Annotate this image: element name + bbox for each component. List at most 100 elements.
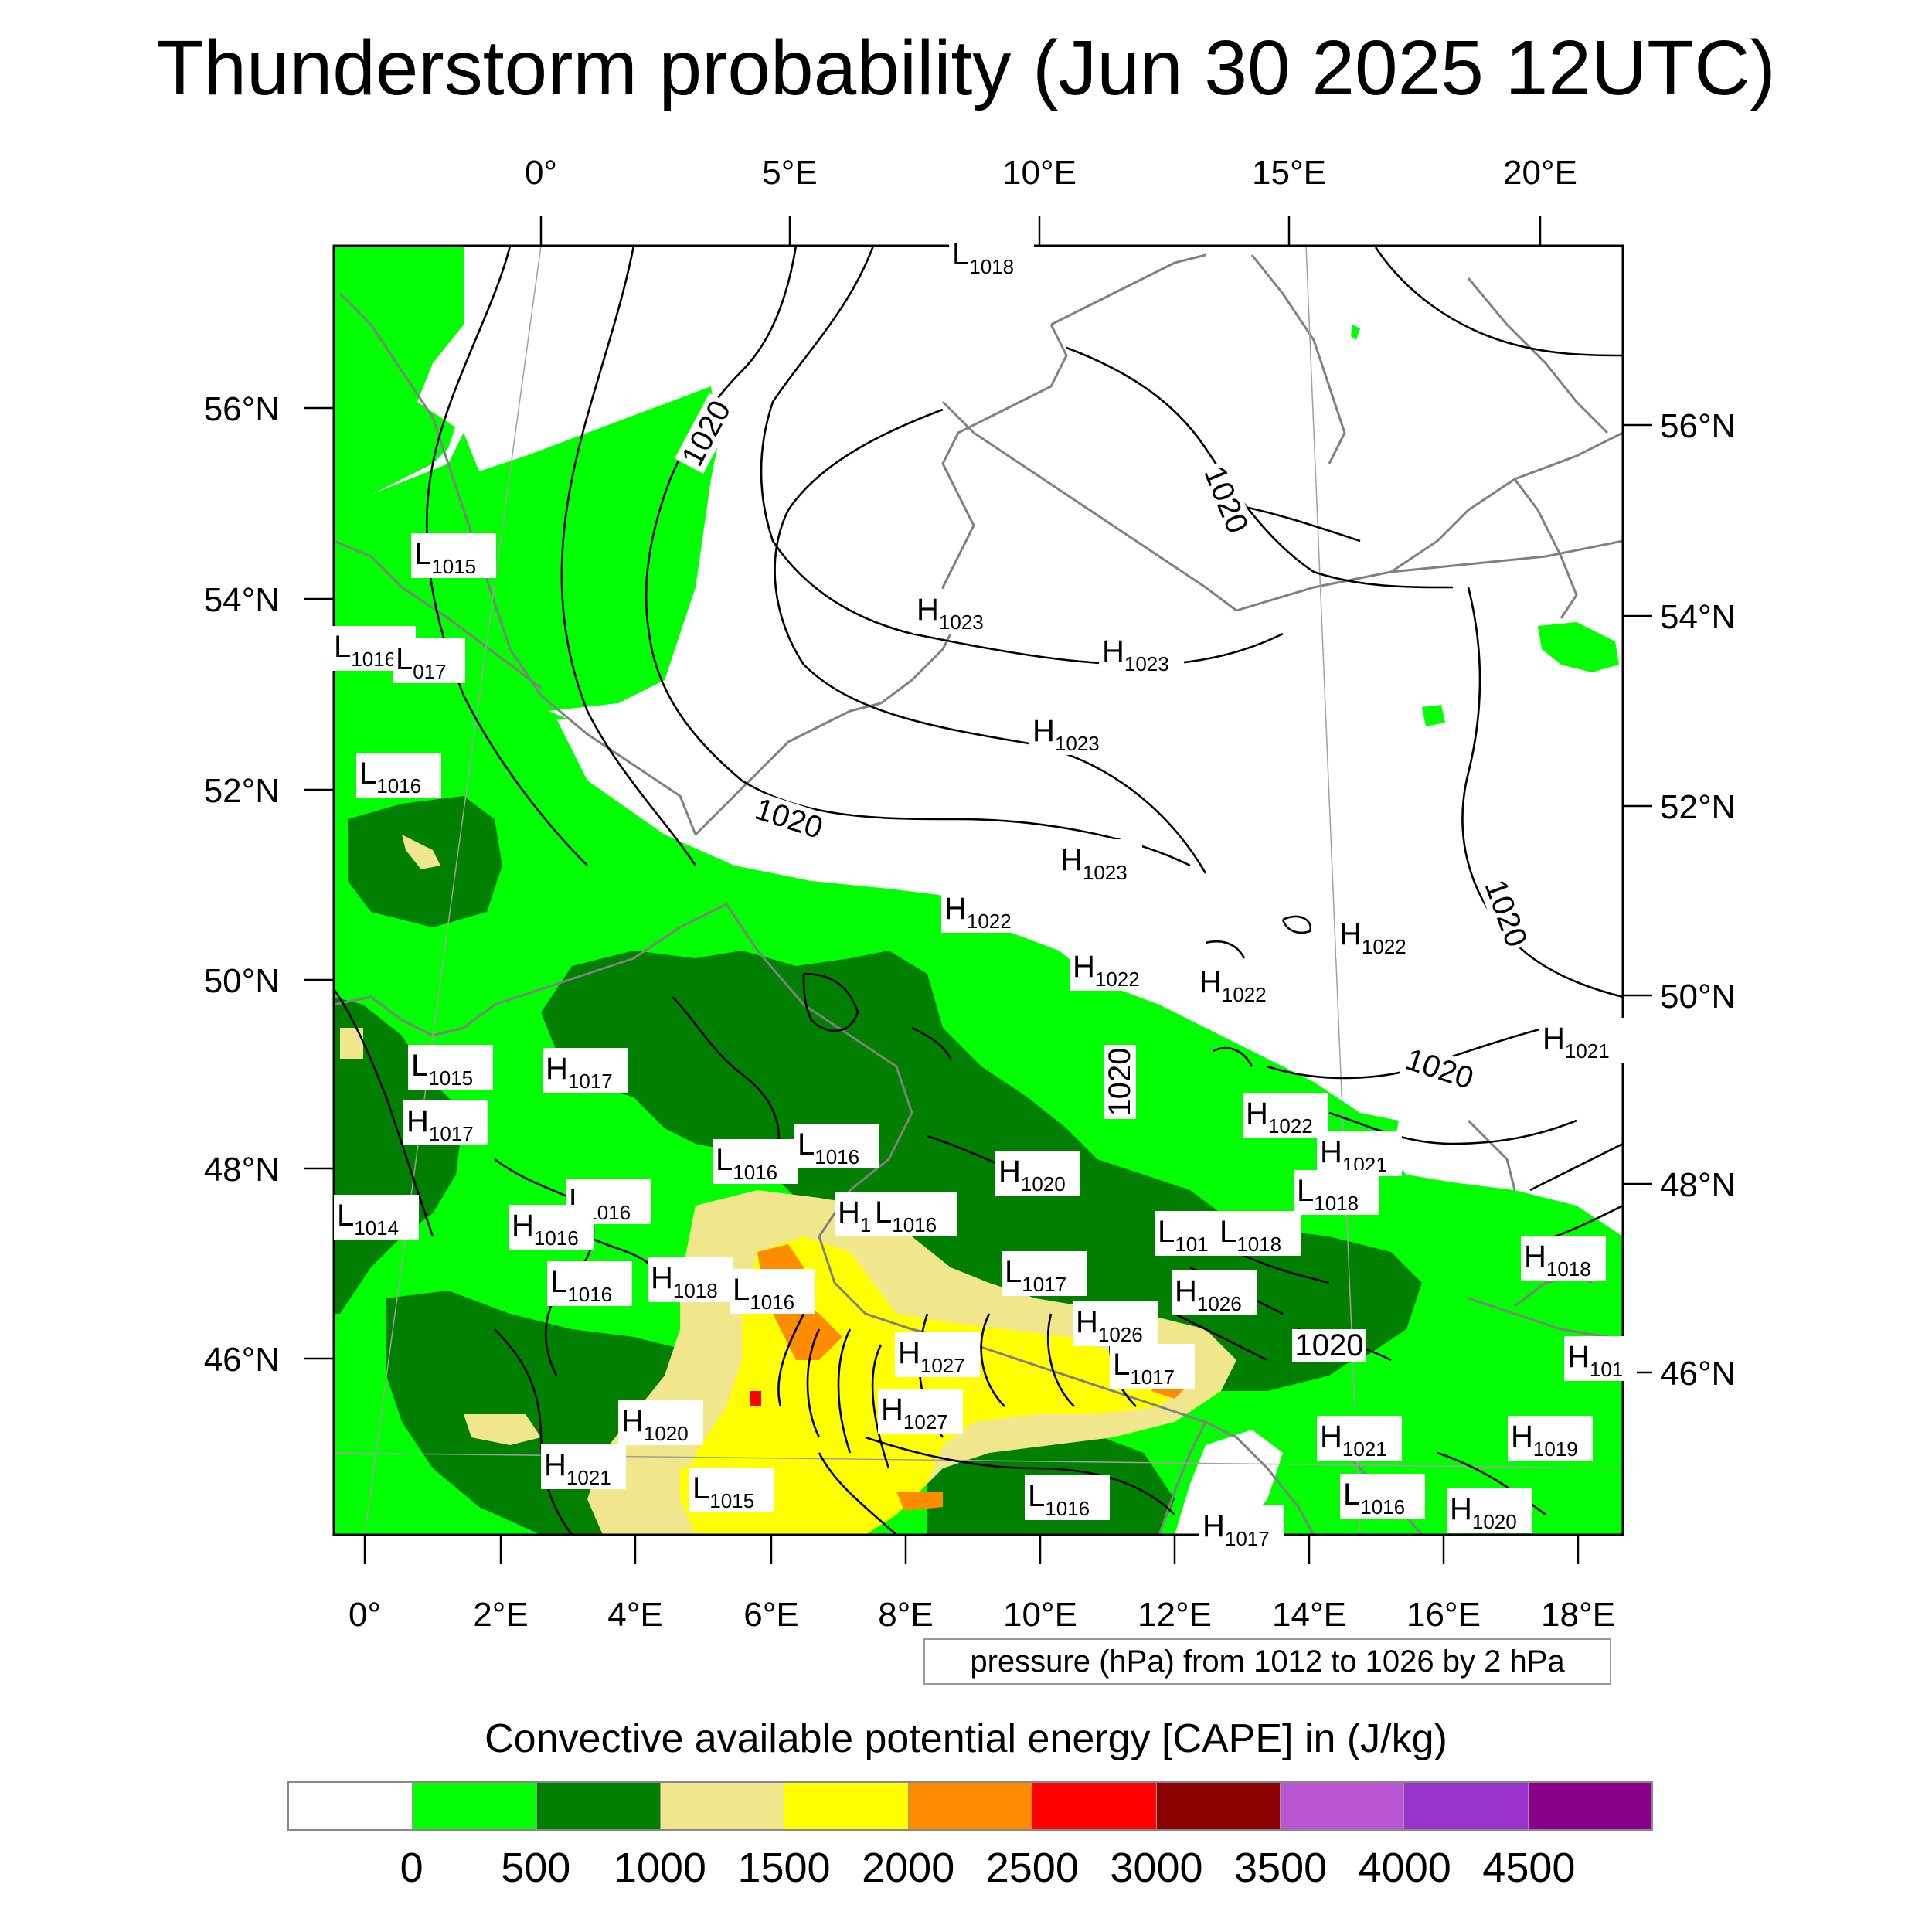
- low-pressure-label: L1014: [334, 1195, 419, 1240]
- high-pressure-label: H1020: [1447, 1488, 1532, 1533]
- high-pressure-label: H1020: [618, 1400, 703, 1445]
- svg-text:H1016: H1016: [512, 1209, 579, 1250]
- svg-text:H1022: H1022: [1246, 1097, 1313, 1138]
- svg-text:L1016: L1016: [1028, 1479, 1090, 1520]
- colorbar-label: 3500: [1234, 1845, 1328, 1891]
- axis-labels: 0° 5°E 10°E 15°E 20°E 0° 2°E 4°E 6°E 8°E 10°E 12°E 1…: [204, 154, 1736, 1634]
- high-pressure-label: H1016: [509, 1205, 594, 1250]
- colorbar-label: 4000: [1358, 1845, 1451, 1891]
- low-pressure-label: L1016: [713, 1139, 798, 1184]
- colorbar-swatch: [908, 1783, 1033, 1829]
- colorbar-title: Convective available potential energy [C…: [485, 1716, 1447, 1761]
- high-pressure-label: H1026: [1073, 1301, 1158, 1346]
- high-pressure-label: H1023: [1057, 839, 1142, 884]
- axis-ticks: [304, 216, 1652, 1564]
- lat-right-label: 46°N: [1660, 1355, 1736, 1393]
- low-pressure-label: L1017: [1110, 1344, 1195, 1389]
- high-pressure-label: H1023: [1029, 710, 1114, 755]
- contour-note: pressure (hPa) from 1012 to 1026 by 2 hP…: [923, 1638, 1611, 1685]
- lat-right-label: 50°N: [1660, 978, 1736, 1015]
- svg-text:L1015: L1015: [411, 1049, 473, 1090]
- svg-text:H101: H101: [1567, 1340, 1623, 1381]
- svg-text:H1021: H1021: [544, 1448, 611, 1489]
- high-pressure-label: H1027: [895, 1332, 980, 1377]
- lon-bottom-label: 14°E: [1272, 1596, 1346, 1634]
- high-pressure-label: H1018: [648, 1257, 733, 1302]
- svg-text:L1016: L1016: [733, 1273, 794, 1314]
- low-pressure-label: L1016: [1340, 1474, 1425, 1519]
- colorbar-label: 500: [501, 1845, 571, 1891]
- low-pressure-label: L101: [1155, 1211, 1227, 1256]
- high-pressure-label: H1022: [1196, 961, 1281, 1006]
- lat-right-label: 54°N: [1660, 598, 1736, 636]
- colorbar-swatch: [784, 1783, 909, 1829]
- colorbar-swatch: [1032, 1783, 1157, 1829]
- high-pressure-label: H1022: [1243, 1093, 1328, 1138]
- lat-left-label: 54°N: [204, 581, 280, 619]
- svg-text:L1018: L1018: [952, 237, 1014, 278]
- svg-text:L1018: L1018: [1219, 1215, 1281, 1256]
- colorbar-swatch: [536, 1783, 662, 1829]
- lon-bottom-label: 0°: [349, 1596, 381, 1634]
- lat-right-label: 48°N: [1660, 1166, 1736, 1204]
- colorbar-label: 2000: [862, 1845, 955, 1891]
- colorbar-label: 4500: [1482, 1845, 1576, 1891]
- svg-text:L1015: L1015: [414, 537, 476, 578]
- svg-text:H1022: H1022: [944, 892, 1012, 933]
- lon-top-label: 5°E: [762, 154, 817, 192]
- lat-left-label: 56°N: [204, 390, 280, 428]
- svg-text:L1016: L1016: [334, 630, 396, 671]
- high-pressure-label: H1020: [995, 1151, 1080, 1196]
- lon-bottom-label: 18°E: [1541, 1596, 1615, 1634]
- svg-text:H1: H1: [838, 1196, 871, 1236]
- svg-text:H1026: H1026: [1175, 1274, 1242, 1315]
- low-pressure-label: L1016: [547, 1261, 632, 1306]
- high-pressure-label: H1017: [403, 1100, 488, 1145]
- svg-text:H1021: H1021: [1320, 1420, 1387, 1461]
- low-pressure-label: L1016: [356, 753, 441, 798]
- colorbar-swatch: [661, 1783, 785, 1829]
- lon-bottom-label: 10°E: [1003, 1596, 1077, 1634]
- svg-text:L017: L017: [396, 642, 447, 683]
- colorbar-swatch: [413, 1783, 537, 1829]
- lon-bottom-label: 12°E: [1138, 1596, 1212, 1634]
- svg-text:L1016: L1016: [875, 1196, 937, 1236]
- low-pressure-label: L1018: [1294, 1170, 1379, 1215]
- low-pressure-label: L1016: [872, 1192, 957, 1236]
- lat-left-label: 46°N: [204, 1341, 280, 1379]
- svg-text:H1023: H1023: [1060, 843, 1128, 884]
- svg-text:H1017: H1017: [406, 1104, 474, 1145]
- high-pressure-label: H1027: [878, 1389, 963, 1434]
- colorbar-label: 1000: [613, 1845, 706, 1891]
- svg-text:1020: 1020: [1295, 1328, 1364, 1362]
- cape-region-2500-3000: [750, 1391, 761, 1406]
- low-pressure-label: L1017: [1002, 1251, 1087, 1296]
- low-pressure-label: L1015: [689, 1468, 774, 1512]
- colorbar-label: 1500: [737, 1845, 831, 1891]
- high-pressure-label: H1023: [1099, 631, 1184, 675]
- lat-right-label: 52°N: [1660, 788, 1736, 826]
- svg-text:L1016: L1016: [798, 1128, 859, 1168]
- high-pressure-label: H1017: [543, 1048, 628, 1093]
- high-pressure-label: H1021: [1539, 1018, 1624, 1063]
- lat-left-label: 48°N: [204, 1151, 280, 1189]
- colorbar-swatch: [1404, 1783, 1529, 1829]
- high-pressure-label: H1023: [913, 589, 998, 634]
- colorbar-labels: 0 500 1000 1500 2000 2500 3000 3500 4000 4500: [0, 1843, 1932, 1897]
- high-pressure-label: H101: [1564, 1336, 1637, 1381]
- svg-text:L1015: L1015: [692, 1471, 754, 1512]
- lon-bottom-label: 2°E: [473, 1596, 528, 1634]
- high-pressure-label: H1022: [1070, 946, 1155, 991]
- svg-text:H1027: H1027: [898, 1336, 965, 1377]
- high-pressure-label: H1021: [1317, 1131, 1402, 1176]
- lon-top-label: 0°: [525, 154, 557, 192]
- high-pressure-label: H1022: [941, 888, 1026, 933]
- svg-text:L1016: L1016: [359, 757, 421, 798]
- high-pressure-label: H1021: [541, 1444, 626, 1489]
- colorbar-swatch: [1156, 1783, 1281, 1829]
- svg-text:L1018: L1018: [1297, 1174, 1359, 1215]
- lon-bottom-label: 16°E: [1406, 1596, 1481, 1634]
- low-pressure-label: L1018: [1216, 1211, 1301, 1256]
